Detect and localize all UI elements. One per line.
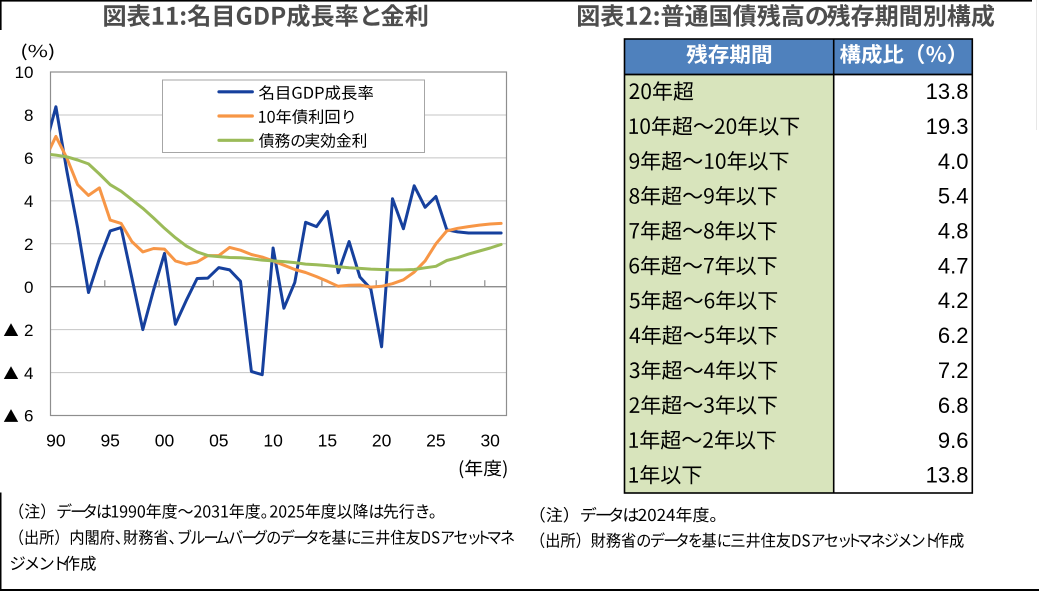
svg-text:4.7: 4.7 [938,253,969,278]
svg-text:95: 95 [100,431,119,451]
svg-text:9.6: 9.6 [938,428,969,453]
svg-text:13.8: 13.8 [926,463,969,488]
svg-text:2: 2 [24,235,33,254]
svg-text:25: 25 [426,431,445,451]
svg-text:5.4: 5.4 [938,184,969,209]
svg-text:4.8: 4.8 [938,219,969,244]
svg-text:6: 6 [24,407,33,426]
svg-text:10: 10 [15,63,34,82]
svg-text:00: 00 [155,431,175,451]
svg-text:10: 10 [263,431,283,451]
svg-text:13.8: 13.8 [926,79,969,104]
svg-text:4: 4 [24,364,33,383]
svg-text:8: 8 [24,106,33,125]
svg-text:90: 90 [46,431,66,451]
svg-text:4.0: 4.0 [938,149,969,174]
svg-text:19.3: 19.3 [926,114,969,139]
svg-text:7.2: 7.2 [938,358,969,383]
svg-text:4: 4 [24,192,33,211]
svg-text:6.8: 6.8 [938,393,969,418]
svg-text:05: 05 [209,431,228,451]
svg-text:6.2: 6.2 [938,323,969,348]
svg-text:0: 0 [24,278,33,297]
svg-text:30: 30 [480,431,500,451]
svg-text:2: 2 [24,321,33,340]
svg-text:4.2: 4.2 [938,288,969,313]
svg-text:15: 15 [318,431,337,451]
svg-text:6: 6 [24,149,33,168]
svg-text:20: 20 [372,431,392,451]
